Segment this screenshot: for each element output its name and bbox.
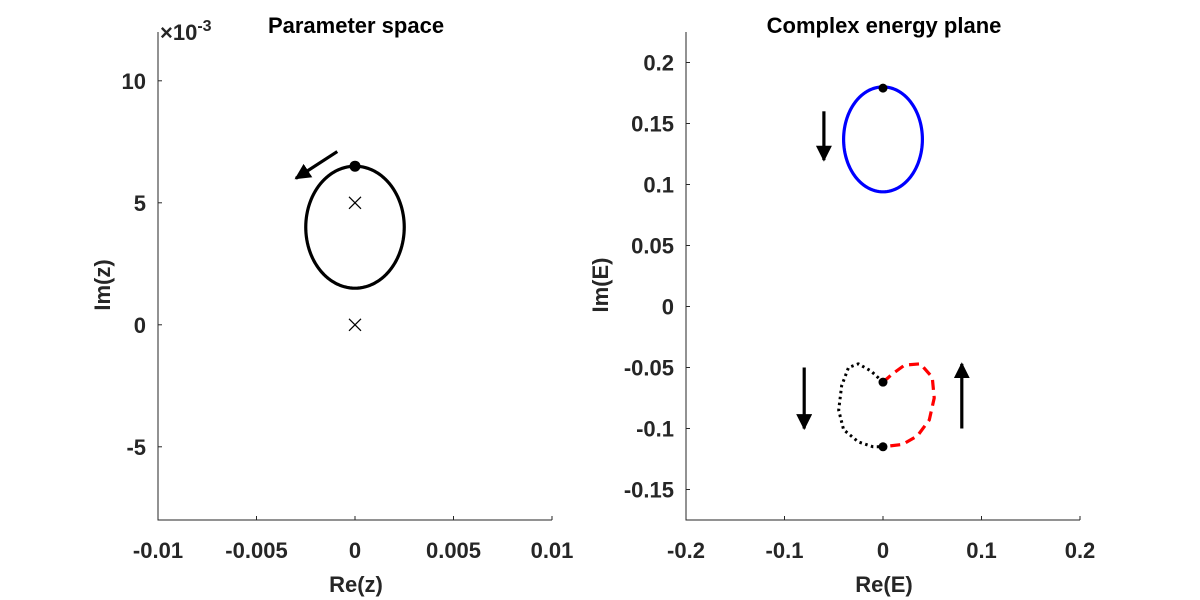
point-marker: [878, 377, 888, 387]
y-tick-label: -5: [126, 435, 146, 460]
y-tick-label: 0: [134, 313, 146, 338]
exponent-label: ×10-3: [160, 18, 212, 45]
x-tick-label: -0.2: [667, 538, 705, 563]
axis-ticks: -0.01 -0.005 0 0.005 0.01 -5 0 5 10: [122, 69, 574, 563]
series-line: [837, 362, 885, 449]
x-tick-label: -0.005: [225, 538, 287, 563]
axis-lines: [685, 32, 1080, 521]
x-tick-label: 0.1: [966, 538, 997, 563]
y-tick-label: 0.05: [631, 234, 674, 259]
y-tick-label: 10: [122, 69, 146, 94]
cross-marker: [348, 318, 362, 332]
y-tick-label: 0.2: [643, 51, 674, 76]
x-axis-label: Re(z): [329, 572, 383, 597]
x-axis-label: Re(E): [855, 572, 912, 597]
point-marker: [878, 442, 888, 452]
y-axis-label: Im(z): [90, 259, 115, 310]
parameter-space-panel: Parameter space Re(z) Im(z) ×10-3 -0.01-…: [90, 13, 573, 597]
x-tick-label: 0.2: [1065, 538, 1096, 563]
panel-title: Complex energy plane: [767, 13, 1002, 38]
axis-ticks: -0.2 -0.1 0 0.1 0.2 -0.15 -0.1 -0.05 0 0.05 0.1 0.1…: [624, 51, 1095, 564]
y-tick-label: 0.1: [643, 173, 674, 198]
panel-title: Parameter space: [268, 13, 444, 38]
y-tick-label: 0.15: [631, 112, 674, 137]
y-tick-label: 0: [662, 295, 674, 320]
series-line: [881, 362, 936, 449]
plot-area: [796, 83, 970, 452]
y-tick-label: -0.15: [624, 478, 674, 503]
complex-energy-panel: Complex energy plane Re(E) Im(E) -0.2 -0.…: [588, 13, 1095, 597]
y-tick-label: -0.1: [636, 417, 674, 442]
x-tick-label: -0.01: [133, 538, 183, 563]
series-line: [842, 85, 924, 194]
x-tick-label: 0.01: [531, 538, 574, 563]
y-tick-label: 5: [134, 191, 146, 216]
axis-lines: [157, 32, 552, 521]
cross-marker: [348, 196, 362, 210]
point-marker: [349, 160, 361, 172]
series-line: [304, 164, 406, 290]
y-axis-label: Im(E): [588, 258, 613, 313]
plot-area: [294, 150, 406, 332]
direction-arrow: [294, 150, 339, 180]
x-tick-label: 0.005: [426, 538, 481, 563]
x-tick-label: 0: [877, 538, 889, 563]
x-tick-label: 0: [349, 538, 361, 563]
point-marker: [878, 83, 888, 93]
y-tick-label: -0.05: [624, 356, 674, 381]
x-tick-label: -0.1: [766, 538, 804, 563]
